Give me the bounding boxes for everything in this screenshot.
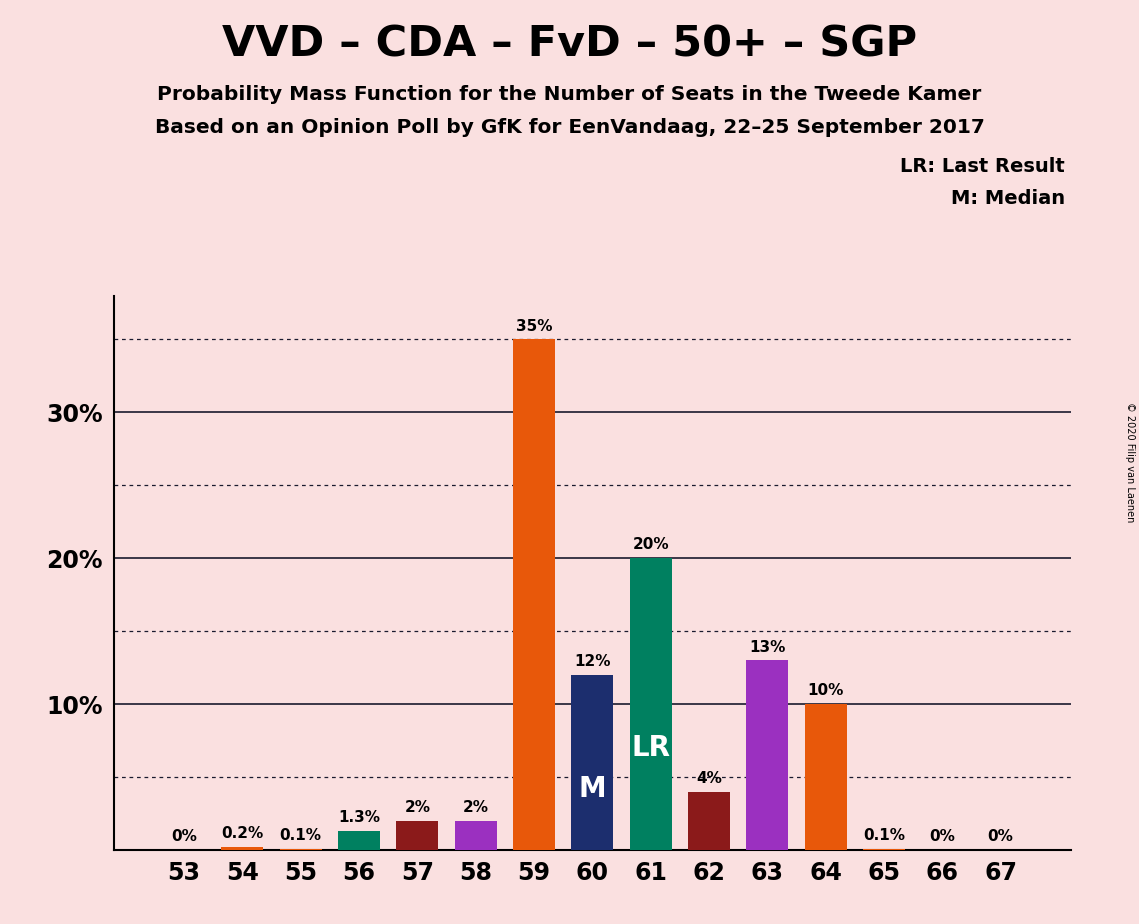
Bar	[630, 558, 672, 850]
Text: 0%: 0%	[929, 829, 956, 845]
Bar	[279, 848, 321, 850]
Text: LR: Last Result: LR: Last Result	[900, 157, 1065, 176]
Text: 12%: 12%	[574, 654, 611, 669]
Bar	[221, 847, 263, 850]
Text: 2%: 2%	[404, 800, 431, 815]
Text: M: M	[579, 775, 606, 803]
Text: 0.1%: 0.1%	[863, 828, 906, 843]
Text: 4%: 4%	[696, 771, 722, 786]
Text: 35%: 35%	[516, 319, 552, 334]
Text: Based on an Opinion Poll by GfK for EenVandaag, 22–25 September 2017: Based on an Opinion Poll by GfK for EenV…	[155, 118, 984, 138]
Bar	[396, 821, 439, 850]
Text: 0%: 0%	[988, 829, 1014, 845]
Text: 0%: 0%	[171, 829, 197, 845]
Text: VVD – CDA – FvD – 50+ – SGP: VVD – CDA – FvD – 50+ – SGP	[222, 23, 917, 65]
Bar	[572, 675, 613, 850]
Text: 0.1%: 0.1%	[279, 828, 321, 843]
Text: 13%: 13%	[749, 639, 786, 654]
Text: LR: LR	[631, 734, 670, 762]
Text: 2%: 2%	[462, 800, 489, 815]
Bar	[513, 339, 555, 850]
Text: 20%: 20%	[632, 538, 669, 553]
Text: M: Median: M: Median	[951, 189, 1065, 209]
Bar	[338, 831, 380, 850]
Text: 1.3%: 1.3%	[338, 810, 380, 825]
Bar	[746, 661, 788, 850]
Bar	[454, 821, 497, 850]
Bar	[863, 848, 906, 850]
Bar	[688, 792, 730, 850]
Text: © 2020 Filip van Laenen: © 2020 Filip van Laenen	[1125, 402, 1134, 522]
Text: 10%: 10%	[808, 684, 844, 699]
Text: 0.2%: 0.2%	[221, 826, 263, 842]
Bar	[804, 704, 846, 850]
Text: Probability Mass Function for the Number of Seats in the Tweede Kamer: Probability Mass Function for the Number…	[157, 85, 982, 104]
